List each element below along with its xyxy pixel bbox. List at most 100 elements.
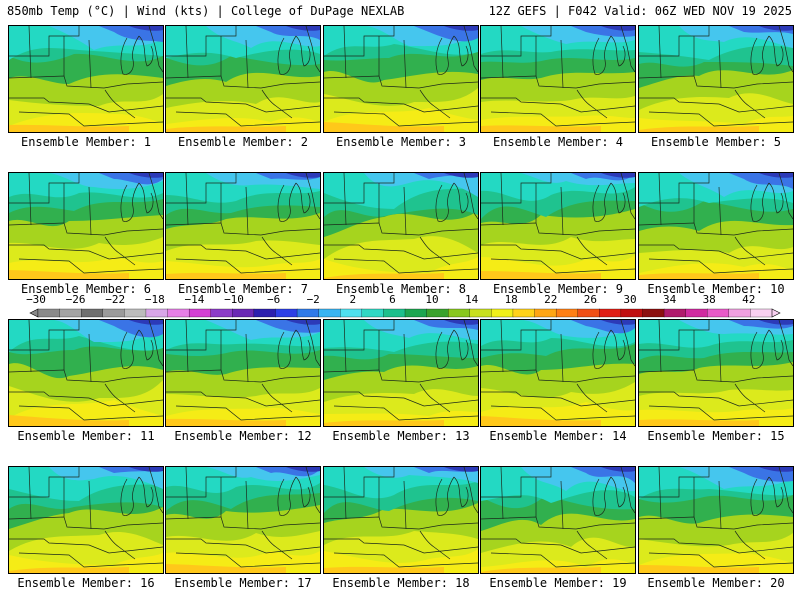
ensemble-member-map bbox=[165, 466, 321, 574]
colorbar-tick-label: −6 bbox=[266, 293, 281, 306]
colorbar-tick-label: 30 bbox=[623, 293, 637, 306]
ensemble-member-map bbox=[480, 172, 636, 280]
member-map bbox=[9, 173, 163, 279]
colorbar-tick-label: −2 bbox=[306, 293, 320, 306]
colorbar-segment bbox=[275, 308, 298, 318]
colorbar-segment bbox=[448, 308, 471, 318]
ensemble-member-label: Ensemble Member: 12 bbox=[174, 429, 312, 443]
member-map bbox=[639, 26, 793, 132]
ensemble-member-label: Ensemble Member: 13 bbox=[332, 429, 470, 443]
ensemble-member-label: Ensemble Member: 4 bbox=[492, 135, 624, 149]
colorbar-tick-label: −18 bbox=[144, 293, 165, 306]
ensemble-member-label: Ensemble Member: 5 bbox=[650, 135, 782, 149]
ensemble-member-label: Ensemble Member: 17 bbox=[174, 576, 312, 590]
colorbar-segment bbox=[620, 308, 644, 318]
ensemble-member-map bbox=[638, 319, 794, 427]
colorbar-tick-label: 10 bbox=[425, 293, 439, 306]
colorbar-tick-label: 38 bbox=[702, 293, 716, 306]
colorbar-segment bbox=[145, 308, 169, 318]
ensemble-member-map bbox=[480, 466, 636, 574]
ensemble-member-label: Ensemble Member: 18 bbox=[332, 576, 470, 590]
colorbar-segment bbox=[469, 308, 492, 318]
colorbar-segment bbox=[361, 308, 384, 318]
ensemble-member-label: Ensemble Member: 2 bbox=[177, 135, 309, 149]
colorbar-tick-label: 2 bbox=[349, 293, 357, 306]
ensemble-member-map bbox=[638, 172, 794, 280]
colorbar-segment bbox=[663, 308, 687, 318]
ensemble-member-label: Ensemble Member: 16 bbox=[17, 576, 155, 590]
colorbar-segment bbox=[188, 308, 212, 318]
ensemble-member-map bbox=[165, 319, 321, 427]
colorbar-low-arrow bbox=[29, 308, 39, 318]
colorbar-tick-label: 22 bbox=[544, 293, 558, 306]
colorbar-segment bbox=[124, 308, 147, 318]
colorbar-segment bbox=[685, 308, 708, 318]
member-map bbox=[639, 173, 793, 279]
colorbar-tick-label: 18 bbox=[504, 293, 518, 306]
ensemble-member-map bbox=[323, 25, 479, 133]
ensemble-member-map bbox=[323, 319, 479, 427]
colorbar-segment bbox=[534, 308, 557, 318]
member-map bbox=[481, 173, 635, 279]
member-map bbox=[324, 26, 478, 132]
ensemble-member-map bbox=[8, 319, 164, 427]
member-map bbox=[9, 320, 163, 426]
member-map bbox=[324, 320, 478, 426]
ensemble-member-map bbox=[480, 25, 636, 133]
colorbar-segment bbox=[404, 308, 428, 318]
ensemble-member-label: Ensemble Member: 7 bbox=[177, 282, 309, 296]
colorbar-segment bbox=[59, 308, 82, 318]
colorbar-tick-label: −26 bbox=[65, 293, 86, 306]
member-map bbox=[324, 173, 478, 279]
ensemble-member-label: Ensemble Member: 14 bbox=[489, 429, 627, 443]
temperature-colorbar: −30 −26 −22 −18 −14 −10 −6 −2 2 6 10 14 18 22 26 30 34 38… bbox=[0, 294, 800, 320]
member-map bbox=[481, 467, 635, 573]
colorbar-tick-label: 26 bbox=[583, 293, 598, 306]
ensemble-member-label: Ensemble Member: 1 bbox=[20, 135, 152, 149]
member-map bbox=[481, 26, 635, 132]
colorbar-segment bbox=[210, 308, 233, 318]
ensemble-member-map bbox=[8, 466, 164, 574]
member-map bbox=[481, 320, 635, 426]
ensemble-member-label: Ensemble Member: 15 bbox=[647, 429, 785, 443]
ensemble-member-map bbox=[165, 25, 321, 133]
member-map bbox=[639, 467, 793, 573]
ensemble-member-label: Ensemble Member: 10 bbox=[647, 282, 785, 296]
colorbar-segment bbox=[599, 308, 622, 318]
ensemble-member-map bbox=[165, 172, 321, 280]
member-map bbox=[166, 320, 320, 426]
member-map bbox=[324, 467, 478, 573]
colorbar-segment bbox=[340, 308, 363, 318]
ensemble-member-map bbox=[480, 319, 636, 427]
colorbar-segment bbox=[318, 308, 341, 318]
colorbar-tick-label: 14 bbox=[464, 293, 479, 306]
map-title: 850mb Temp (°C) | Wind (kts) | College o… bbox=[7, 4, 405, 18]
colorbar-segment bbox=[512, 308, 536, 318]
colorbar-tick-label: −22 bbox=[105, 293, 126, 306]
member-map bbox=[166, 26, 320, 132]
colorbar-segment bbox=[707, 308, 730, 318]
ensemble-member-label: Ensemble Member: 3 bbox=[335, 135, 467, 149]
ensemble-member-map bbox=[638, 25, 794, 133]
colorbar-tick-label: 34 bbox=[662, 293, 677, 306]
ensemble-member-map bbox=[323, 172, 479, 280]
colorbar-tick-label: −30 bbox=[26, 293, 46, 306]
member-map bbox=[166, 173, 320, 279]
member-map bbox=[9, 26, 163, 132]
member-map bbox=[639, 320, 793, 426]
colorbar-segment bbox=[167, 308, 190, 318]
colorbar-segment bbox=[253, 308, 277, 318]
ensemble-member-label: Ensemble Member: 11 bbox=[17, 429, 155, 443]
ensemble-member-map bbox=[8, 25, 164, 133]
ensemble-member-map bbox=[638, 466, 794, 574]
colorbar-segment bbox=[37, 308, 61, 318]
colorbar-segment bbox=[296, 308, 320, 318]
colorbar-segment bbox=[383, 308, 406, 318]
colorbar-tick-label: 42 bbox=[742, 293, 756, 306]
run-valid-time: 12Z GEFS | F042 Valid: 06Z WED NOV 19 20… bbox=[488, 4, 792, 18]
ensemble-member-map bbox=[323, 466, 479, 574]
colorbar-high-arrow bbox=[771, 308, 781, 318]
member-map bbox=[9, 467, 163, 573]
colorbar-segment bbox=[728, 308, 751, 318]
colorbar-segment bbox=[102, 308, 125, 318]
